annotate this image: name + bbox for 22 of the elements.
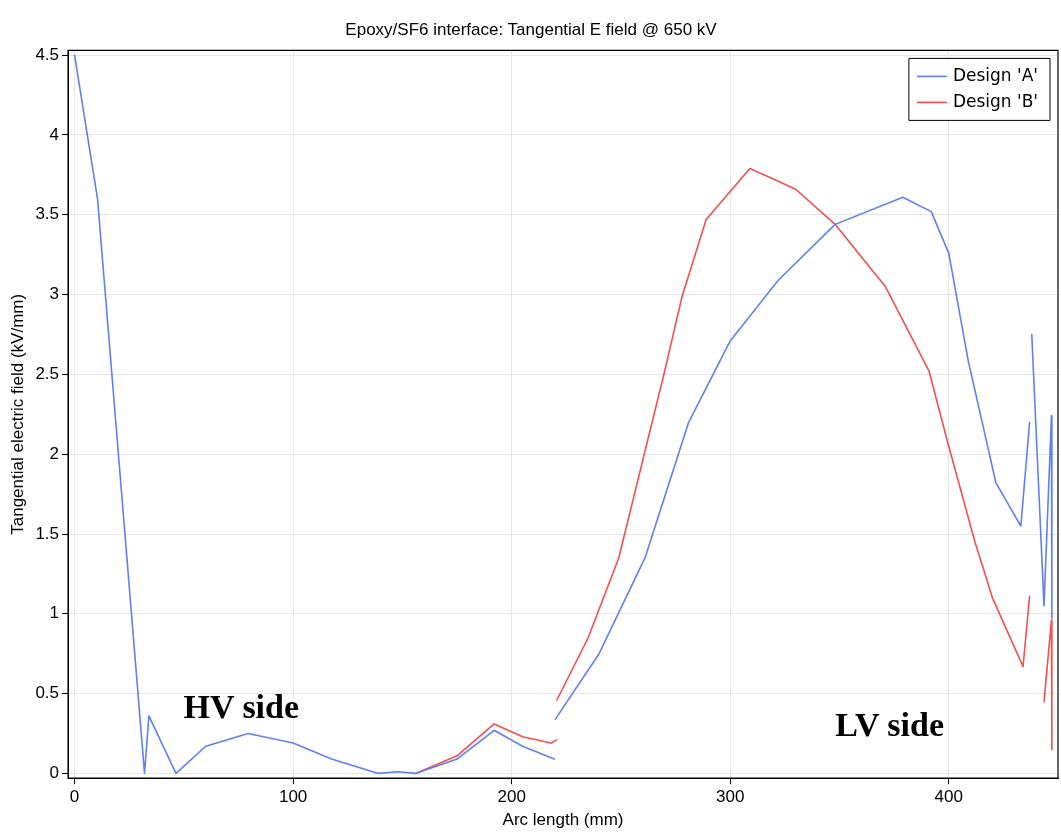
x-tick-label: 300 (716, 787, 745, 807)
y-tick-label: 1 (49, 603, 60, 623)
y-tick-label: 0 (49, 763, 60, 783)
x-tick-label: 0 (69, 787, 80, 807)
y-axis-title: Tangential electric field (kV/mm) (7, 293, 27, 535)
legend-label: Design 'B' (952, 90, 1038, 111)
y-tick-label: 0.5 (35, 683, 60, 703)
chart-title: Epoxy/SF6 interface: Tangential E field @ 650 kV (345, 19, 718, 39)
y-tick-label: 4 (49, 124, 60, 144)
x-tick-label: 400 (934, 787, 963, 807)
y-tick-label: 4.5 (35, 44, 60, 64)
x-axis-title: Arc length (mm) (502, 810, 624, 830)
y-tick-label: 1.5 (35, 523, 60, 543)
annotation: LV side (835, 706, 945, 744)
x-tick-label: 100 (278, 787, 308, 807)
y-tick-label: 3.5 (35, 204, 60, 224)
y-tick-label: 3 (49, 284, 60, 304)
y-tick-label: 2.5 (35, 364, 60, 384)
legend-label: Design 'A' (952, 64, 1038, 85)
annotation: HV side (183, 687, 300, 725)
y-tick-label: 2 (49, 443, 60, 463)
x-tick-label: 200 (497, 787, 526, 807)
